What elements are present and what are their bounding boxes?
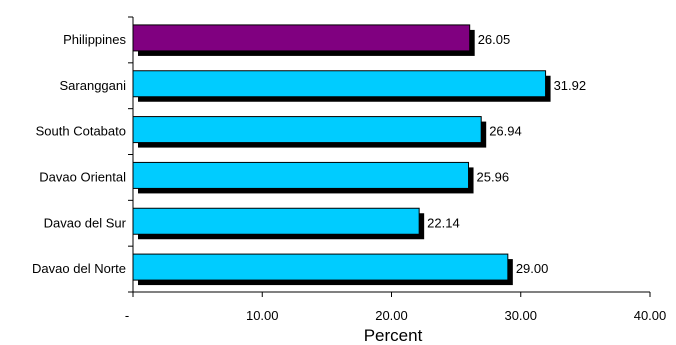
category-label-davao-del-norte: Davao del Norte (32, 261, 126, 276)
axes-group: Philippines Saranggani South Cotabato Davao… (32, 16, 667, 323)
value-label-davao-del-norte: 29.00 (516, 261, 549, 276)
x-tick-label: 40.00 (634, 308, 667, 323)
bar-philippines (132, 24, 471, 52)
value-label-south-cotabato: 26.94 (489, 124, 522, 139)
x-tick-label: - (125, 308, 129, 323)
category-label-south-cotabato: South Cotabato (36, 124, 126, 139)
value-label-philippines: 26.05 (478, 32, 511, 47)
category-label-philippines: Philippines (63, 32, 126, 47)
bar-davao-del-norte (132, 253, 509, 281)
category-label-davao-del-sur: Davao del Sur (44, 215, 127, 230)
bar-davao-oriental (132, 161, 470, 189)
category-label-saranggani: Saranggani (60, 78, 127, 93)
bar-davao-del-sur (132, 207, 420, 235)
x-tick-label: 20.00 (375, 308, 408, 323)
x-axis-title: Percent (364, 326, 423, 345)
category-label-davao-oriental: Davao Oriental (39, 169, 126, 184)
value-label-davao-oriental: 25.96 (477, 169, 510, 184)
value-label-davao-del-sur: 22.14 (427, 215, 460, 230)
x-tick-label: 30.00 (504, 308, 537, 323)
bars-group: 26.05 31.92 26.94 25.96 22.14 29.00 (132, 24, 587, 286)
bar-saranggani (132, 70, 547, 98)
value-label-saranggani: 31.92 (554, 78, 587, 93)
x-tick-label: 10.00 (246, 308, 279, 323)
bar-south-cotabato (132, 116, 482, 144)
